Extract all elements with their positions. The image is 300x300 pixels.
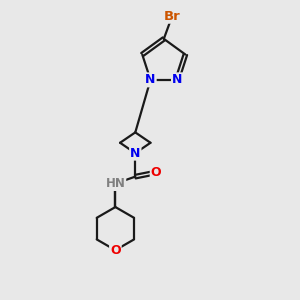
Text: Br: Br: [164, 10, 181, 23]
Text: O: O: [151, 166, 161, 179]
Text: N: N: [130, 147, 140, 160]
Text: N: N: [145, 74, 156, 86]
Text: N: N: [172, 74, 182, 86]
Text: HN: HN: [105, 177, 125, 190]
Text: O: O: [110, 244, 121, 257]
